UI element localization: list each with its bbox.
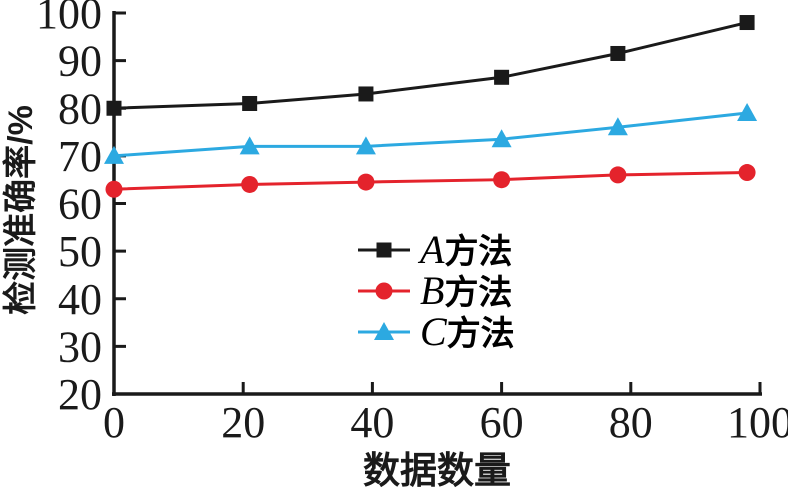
circle-marker [241,175,259,193]
y-tick-label: 20 [58,370,102,419]
y-tick-label: 100 [36,0,102,38]
square-marker [610,45,626,61]
square-marker [358,86,374,102]
square-marker [106,100,122,116]
series-1 [105,164,756,198]
series-line-1 [113,171,748,191]
triangle-marker [239,136,260,155]
circle-marker [375,282,393,300]
triangle-marker [374,322,394,340]
x-tick-label: 0 [103,398,125,447]
legend-item-0: A方法 [358,227,512,272]
x-tick-label: 20 [221,398,265,447]
y-tick-label: 60 [58,180,102,229]
square-marker [494,69,510,85]
triangle-marker [737,103,758,122]
series-0 [106,15,755,116]
x-tick-label: 80 [609,398,653,447]
legend-label: A方法 [417,227,512,272]
square-marker [739,15,755,31]
legend-label: B方法 [420,268,512,313]
legend-label: C方法 [420,309,515,354]
triangle-marker [355,136,376,155]
triangle-marker [607,117,628,136]
legend-item-2: C方法 [358,309,515,354]
triangle-marker [104,145,124,164]
circle-marker [609,166,627,184]
y-axis-title: 检测准确率/% [1,105,40,315]
circle-marker [493,171,511,189]
x-tick-label: 100 [727,398,788,447]
series-2 [104,103,758,164]
circle-marker [357,173,375,191]
y-tick-label: 90 [58,37,102,86]
circle-marker [738,164,756,182]
y-tick-label: 70 [58,132,102,181]
y-tick-label: 50 [58,227,102,276]
x-tick-label: 60 [480,398,524,447]
triangle-marker [491,129,512,148]
y-tick-label: 80 [58,84,102,133]
square-marker [376,242,392,258]
series-line-2 [113,111,748,158]
circle-marker [105,180,123,198]
x-axis-title: 数据数量 [363,450,511,491]
series-line-0 [113,21,748,110]
x-tick-label: 40 [350,398,394,447]
legend-item-1: B方法 [358,268,512,313]
y-tick-label: 40 [58,275,102,324]
y-tick-label: 30 [58,322,102,371]
square-marker [242,95,258,111]
